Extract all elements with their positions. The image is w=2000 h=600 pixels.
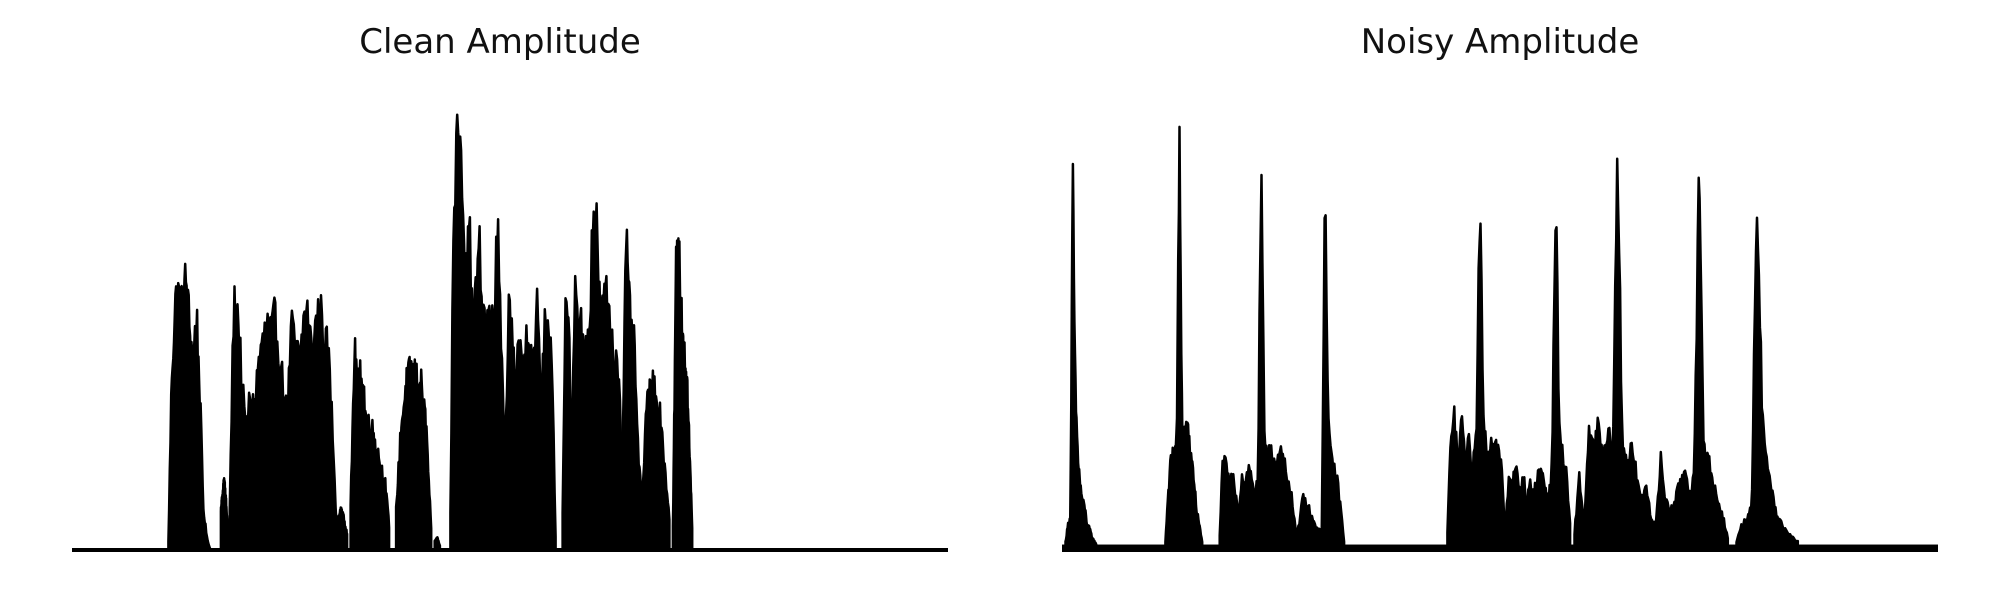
amplitude-segment-2	[1218, 173, 1346, 552]
amplitude-segment-0	[167, 262, 212, 552]
amplitude-segment-8	[561, 202, 626, 552]
amplitude-segment-7	[449, 113, 557, 552]
amplitude-segment-9	[620, 228, 671, 552]
clean-amplitude-panel: Clean Amplitude	[72, 22, 948, 552]
amplitude-segment-2	[228, 285, 338, 552]
clean-amplitude-plot	[72, 113, 948, 552]
clean-amplitude-title: Clean Amplitude	[359, 22, 641, 62]
noisy-amplitude-plot	[1062, 125, 1938, 552]
amplitude-segment-4	[1573, 157, 1730, 552]
amplitude-segment-5	[1735, 216, 1800, 552]
amplitude-segment-6	[433, 536, 442, 552]
amplitude-segment-3	[329, 506, 349, 552]
amplitude-segment-1	[219, 477, 230, 552]
amplitude-segment-5	[394, 355, 433, 552]
amplitude-segment-4	[349, 336, 391, 552]
amplitude-segment-0	[1064, 162, 1099, 552]
noisy-amplitude-panel: Noisy Amplitude	[1000, 0, 2000, 600]
amplitude-segment-3	[1446, 222, 1572, 552]
noisy-amplitude-title: Noisy Amplitude	[1360, 22, 1640, 62]
amplitude-segment-10	[671, 237, 694, 552]
amplitude-segment-1	[1164, 125, 1204, 552]
